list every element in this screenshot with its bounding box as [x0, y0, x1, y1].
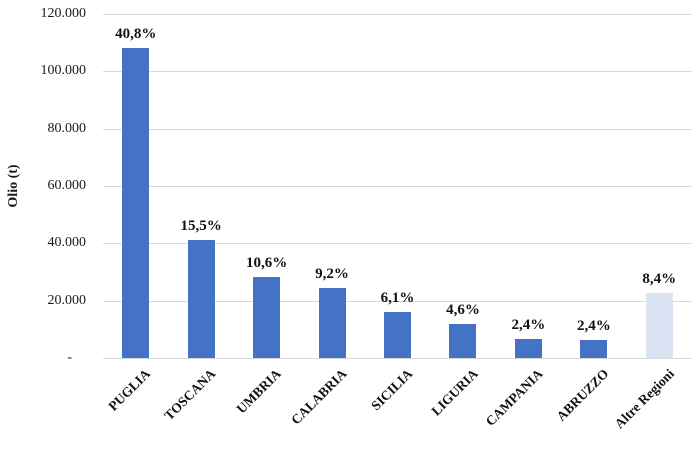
gridline-100000 — [103, 71, 692, 73]
bar-altre-regioni — [645, 292, 673, 358]
bar-value-label: 40,8% — [115, 26, 157, 43]
bar-value-label: 15,5% — [180, 218, 222, 235]
bar-sicilia — [384, 311, 411, 358]
bar-value-label: 2,4% — [511, 317, 546, 334]
y-axis-tick-label: - — [67, 350, 72, 365]
bar-puglia — [122, 48, 150, 358]
bar-value-label: 9,2% — [315, 265, 349, 282]
y-axis-tick-label: 100.000 — [40, 63, 87, 79]
bar-value-label: 8,4% — [642, 270, 677, 287]
gridline-0 — [103, 358, 692, 359]
bar-toscana — [187, 240, 215, 358]
x-axis-category-label: PUGLIA — [105, 366, 154, 414]
bar-value-label: 6,1% — [380, 289, 415, 306]
bar-campania — [514, 339, 542, 358]
x-axis-category-label: CAMPANIA — [483, 366, 546, 429]
bar-liguria — [449, 323, 477, 358]
x-axis-category-label: CALABRIA — [288, 366, 350, 428]
gridline-120000 — [103, 14, 692, 15]
x-axis-category-label: UMBRIA — [233, 366, 285, 417]
y-axis-tick-label: 60.000 — [47, 178, 87, 193]
x-axis-category-label: SICILIA — [367, 366, 416, 414]
bar-value-label: 4,6% — [446, 301, 480, 318]
bar-calabria — [318, 287, 346, 358]
x-axis-category-label: ABRUZZO — [553, 366, 612, 424]
bar-value-label: 2,4% — [576, 318, 611, 335]
y-axis-tick-label: 40.000 — [47, 235, 87, 251]
x-axis-category-label: TOSCANA — [161, 366, 219, 424]
bar-abruzzo — [580, 340, 608, 358]
gridline-60000 — [103, 186, 692, 187]
gridline-40000 — [103, 243, 692, 245]
y-axis-tick-label: 80.000 — [47, 120, 87, 136]
gridline-80000 — [103, 128, 692, 130]
y-axis-tick-label: 20.000 — [47, 292, 87, 308]
bar-value-label: 10,6% — [245, 254, 288, 271]
bar-umbria — [253, 276, 281, 358]
x-axis-category-label: LIGURIA — [428, 366, 481, 419]
y-axis-tick-label: 120.000 — [40, 6, 87, 21]
gridline-20000 — [103, 300, 692, 302]
x-axis-category-label: Altre Regioni — [611, 366, 677, 432]
